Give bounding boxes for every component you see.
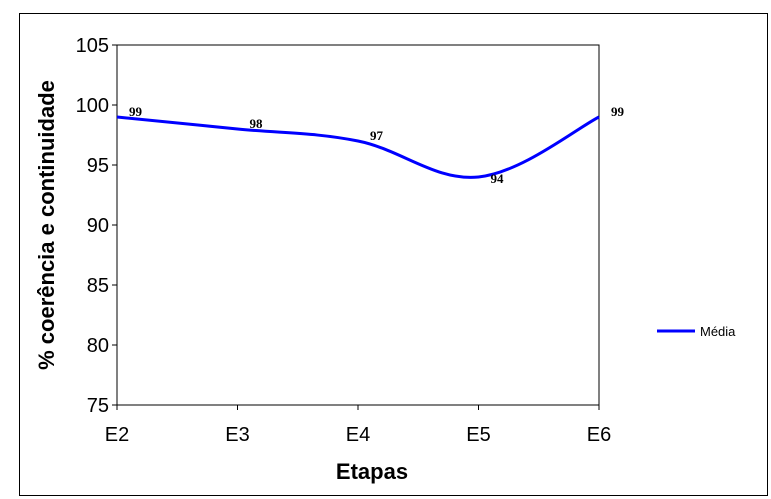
y-axis-title: % coerência e continuidade (34, 80, 59, 370)
x-axis-title: Etapas (336, 459, 408, 484)
x-axis: E2 E3 E4 E5 E6 (105, 405, 611, 446)
y-tick-label: 100 (76, 95, 109, 117)
data-label: 97 (370, 128, 384, 143)
x-tick-label: E5 (466, 424, 490, 446)
x-tick-label: E4 (346, 424, 370, 446)
data-label: 99 (129, 104, 143, 119)
legend-label-media: Média (700, 324, 736, 339)
x-tick-label: E6 (587, 424, 611, 446)
y-axis: 75 80 85 90 95 100 105 (76, 35, 117, 417)
y-tick-label: 75 (87, 395, 109, 417)
x-tick-label: E3 (225, 424, 249, 446)
legend: Média (657, 324, 736, 339)
y-tick-label: 85 (87, 275, 109, 297)
series-line-media (116, 115, 600, 179)
data-label: 94 (491, 171, 505, 186)
y-tick-label: 90 (87, 215, 109, 237)
y-tick-label: 105 (76, 35, 109, 57)
x-tick-label: E2 (105, 424, 129, 446)
y-tick-label: 80 (87, 335, 109, 357)
data-label: 99 (611, 104, 625, 119)
y-tick-label: 95 (87, 155, 109, 177)
plot-area (116, 44, 600, 406)
data-label: 98 (250, 116, 264, 131)
data-labels: 99 98 97 94 99 (129, 104, 625, 186)
